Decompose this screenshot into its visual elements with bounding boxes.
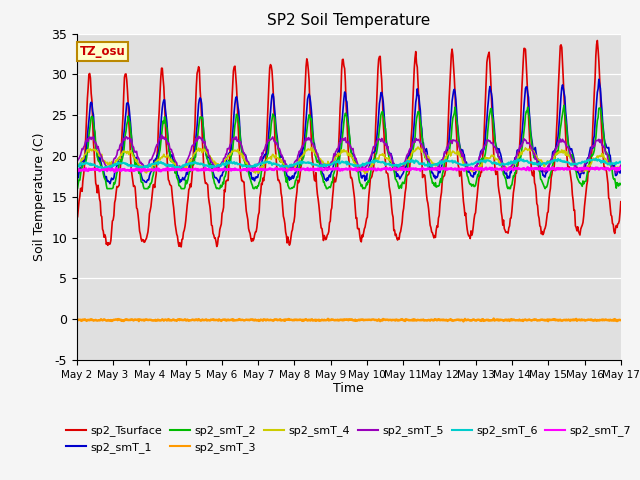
sp2_smT_5 <box>617 162 625 168</box>
sp2_smT_4 <box>223 156 230 162</box>
sp2_smT_5 <box>139 161 147 167</box>
sp2_smT_1 <box>195 101 202 107</box>
sp2_smT_2 <box>139 180 147 185</box>
sp2_smT_7 <box>140 166 147 172</box>
sp2_smT_3 <box>617 317 625 323</box>
sp2_smT_7 <box>111 169 118 175</box>
sp2_smT_5 <box>83 138 90 144</box>
sp2_Tsurface <box>617 199 625 204</box>
sp2_smT_7 <box>416 167 424 172</box>
sp2_smT_2 <box>431 183 438 189</box>
sp2_smT_7 <box>524 164 532 170</box>
sp2_smT_5 <box>612 170 620 176</box>
sp2_smT_1 <box>416 101 424 107</box>
sp2_Tsurface <box>416 117 424 123</box>
sp2_smT_6 <box>140 164 147 170</box>
sp2_smT_4 <box>83 149 90 155</box>
sp2_smT_5 <box>416 139 424 144</box>
sp2_Tsurface <box>83 113 90 119</box>
sp2_smT_3 <box>139 317 147 323</box>
sp2_smT_4 <box>414 144 422 150</box>
Title: SP2 Soil Temperature: SP2 Soil Temperature <box>267 13 431 28</box>
sp2_smT_3 <box>415 317 422 323</box>
sp2_smT_1 <box>223 154 231 160</box>
sp2_smT_1 <box>595 76 603 82</box>
sp2_smT_6 <box>100 166 108 172</box>
sp2_smT_3 <box>194 317 202 323</box>
sp2_Tsurface <box>195 64 202 70</box>
sp2_smT_1 <box>617 168 625 173</box>
sp2_smT_3 <box>83 318 90 324</box>
sp2_smT_6 <box>73 163 81 169</box>
sp2_smT_3 <box>460 318 467 324</box>
sp2_smT_2 <box>223 166 230 171</box>
sp2_Tsurface <box>177 244 185 250</box>
sp2_smT_4 <box>194 146 202 152</box>
sp2_smT_7 <box>617 166 625 172</box>
sp2_smT_1 <box>106 181 114 187</box>
sp2_Tsurface <box>593 37 601 43</box>
sp2_smT_7 <box>73 168 81 174</box>
sp2_smT_7 <box>431 166 439 172</box>
sp2_smT_3 <box>431 316 438 322</box>
sp2_smT_6 <box>592 156 600 162</box>
Legend: sp2_Tsurface, sp2_smT_1, sp2_smT_2, sp2_smT_3, sp2_smT_4, sp2_smT_5, sp2_smT_6, : sp2_Tsurface, sp2_smT_1, sp2_smT_2, sp2_… <box>62 421 636 457</box>
sp2_smT_6 <box>223 159 231 165</box>
sp2_smT_4 <box>361 170 369 176</box>
Line: sp2_smT_3: sp2_smT_3 <box>77 319 621 321</box>
sp2_smT_6 <box>416 161 424 167</box>
sp2_smT_4 <box>139 168 147 174</box>
sp2_smT_4 <box>617 163 625 168</box>
Line: sp2_smT_7: sp2_smT_7 <box>77 167 621 172</box>
Line: sp2_smT_6: sp2_smT_6 <box>77 159 621 169</box>
Line: sp2_smT_5: sp2_smT_5 <box>77 135 621 173</box>
sp2_smT_5 <box>431 165 439 171</box>
X-axis label: Time: Time <box>333 383 364 396</box>
sp2_smT_4 <box>433 162 440 168</box>
Line: sp2_smT_2: sp2_smT_2 <box>77 105 621 189</box>
sp2_smT_2 <box>194 131 202 137</box>
sp2_smT_1 <box>431 176 439 181</box>
sp2_smT_5 <box>73 159 81 165</box>
sp2_smT_4 <box>417 145 424 151</box>
sp2_smT_2 <box>415 109 422 115</box>
sp2_smT_6 <box>617 159 625 165</box>
sp2_Tsurface <box>223 178 231 183</box>
sp2_smT_5 <box>223 146 231 152</box>
sp2_smT_2 <box>83 155 90 160</box>
sp2_smT_1 <box>140 178 147 183</box>
sp2_Tsurface <box>73 215 81 221</box>
sp2_smT_7 <box>83 168 90 173</box>
sp2_Tsurface <box>139 237 147 242</box>
sp2_smT_1 <box>73 179 81 184</box>
sp2_smT_3 <box>223 318 230 324</box>
Line: sp2_smT_4: sp2_smT_4 <box>77 147 621 173</box>
sp2_smT_7 <box>223 167 231 172</box>
sp2_smT_7 <box>195 168 202 173</box>
Text: TZ_osu: TZ_osu <box>79 45 125 58</box>
sp2_smT_2 <box>73 186 81 192</box>
sp2_smT_3 <box>490 316 497 322</box>
Y-axis label: Soil Temperature (C): Soil Temperature (C) <box>33 132 45 261</box>
sp2_smT_4 <box>73 161 81 167</box>
sp2_smT_5 <box>157 132 165 138</box>
sp2_smT_6 <box>195 161 202 167</box>
sp2_smT_5 <box>195 133 202 139</box>
sp2_smT_1 <box>83 145 90 151</box>
sp2_smT_3 <box>73 317 81 323</box>
Line: sp2_smT_1: sp2_smT_1 <box>77 79 621 184</box>
sp2_smT_2 <box>560 102 568 108</box>
sp2_smT_2 <box>617 180 625 186</box>
Line: sp2_Tsurface: sp2_Tsurface <box>77 40 621 247</box>
sp2_Tsurface <box>431 235 439 240</box>
sp2_smT_6 <box>83 160 90 166</box>
sp2_smT_6 <box>431 161 439 167</box>
